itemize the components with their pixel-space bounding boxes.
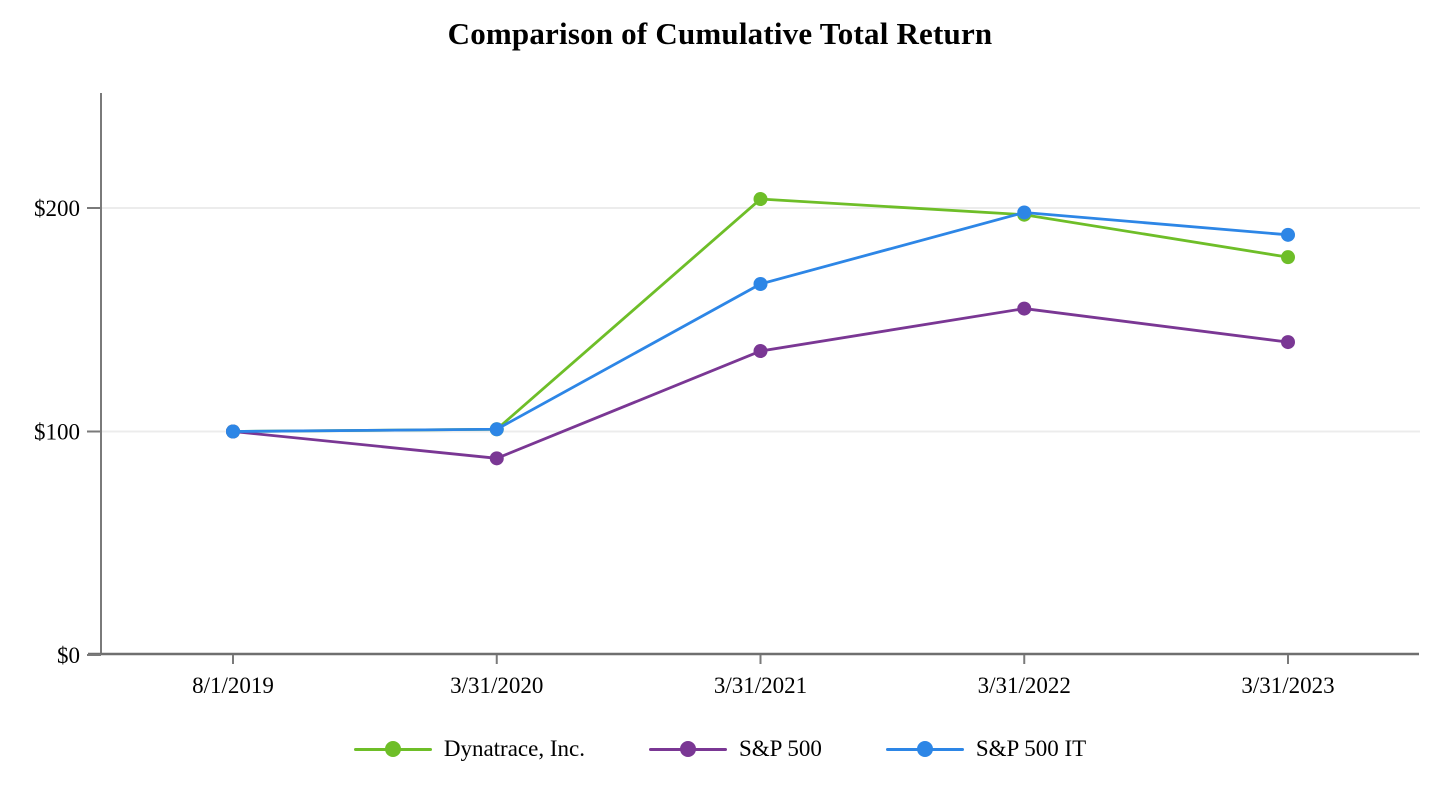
x-tick-label: 3/31/2020 [450,673,543,698]
data-point [1281,227,1295,242]
series-line [231,307,1290,460]
data-point [753,192,768,207]
data-point [753,344,768,359]
y-tick-label: $200 [34,196,80,221]
chart-title: Comparison of Cumulative Total Return [447,16,993,51]
legend-item-sp500it: S&P 500 IT [885,736,1087,762]
data-point [489,451,504,466]
legend-label: Dynatrace, Inc. [443,736,585,761]
data-point [1017,301,1032,316]
data-point [1281,250,1295,265]
data-point [1281,335,1295,350]
y-tick-label: $100 [34,420,80,445]
legend-item-sp500: S&P 500 [648,736,822,762]
line-dot-marker-icon [648,741,727,758]
series-line [231,197,1290,433]
line-dot-marker-icon [353,741,432,758]
x-tick-label: 3/31/2021 [714,673,807,698]
legend-label: S&P 500 IT [975,736,1087,761]
y-tick-label: $0 [57,643,80,668]
legend-item-dynatrace: Dynatrace, Inc. [353,736,585,762]
x-tick-label: 3/31/2023 [1241,673,1334,698]
data-point [489,422,504,437]
line-dot-marker-icon [885,741,964,758]
data-point [1017,205,1032,220]
x-tick-label: 3/31/2022 [978,673,1071,698]
x-tick-label: 8/1/2019 [192,673,274,698]
chart-legend: Dynatrace, Inc. S&P 500 S&P 500 IT [0,736,1440,762]
data-point [226,424,240,439]
legend-label: S&P 500 [738,736,822,761]
data-point [753,276,768,291]
